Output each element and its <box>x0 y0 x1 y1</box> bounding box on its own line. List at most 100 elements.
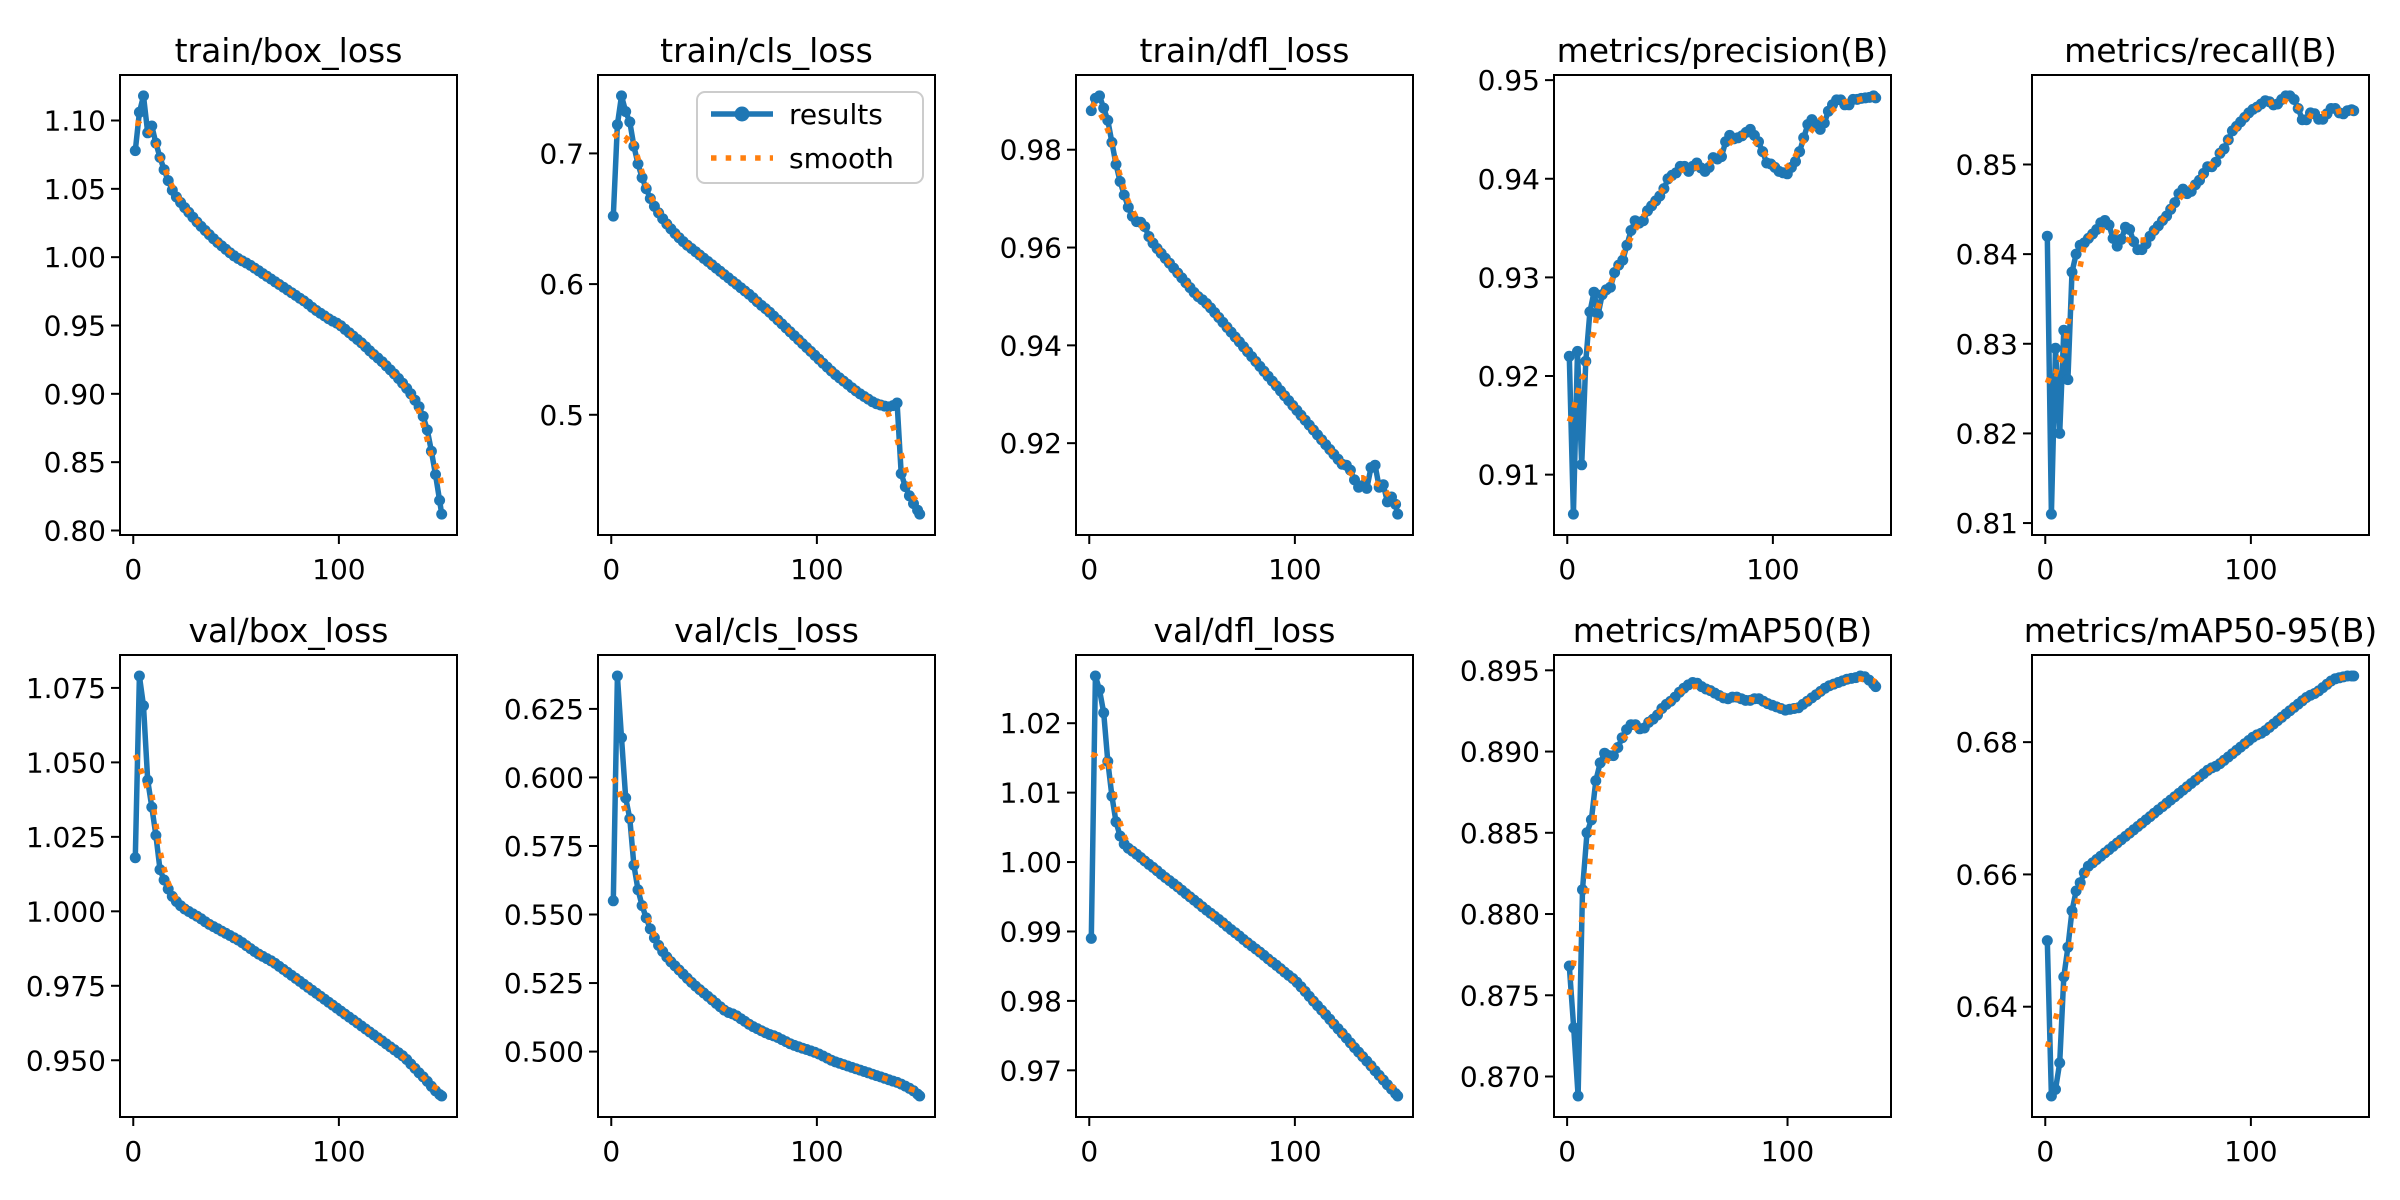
x-tick-label: 100 <box>2224 1135 2277 1168</box>
smooth-line <box>610 776 922 1095</box>
axes-frame <box>597 74 936 536</box>
subplot-title: train/cls_loss <box>660 31 873 70</box>
smooth-line <box>2044 673 2355 1048</box>
y-tick-label: 0.5 <box>539 399 584 432</box>
x-tick-label: 100 <box>1746 553 1799 586</box>
axes-frame <box>1075 74 1414 536</box>
y-tick-label: 0.6 <box>539 268 584 301</box>
subplot-title: train/dfl_loss <box>1140 31 1350 70</box>
subplot-title: train/box_loss <box>175 31 403 70</box>
results-markers <box>129 90 448 520</box>
y-tick-label: 0.575 <box>504 830 584 863</box>
y-tick-label: 0.525 <box>504 967 584 1000</box>
results-line <box>2044 673 2357 1099</box>
y-tick-label: 0.870 <box>1460 1061 1540 1094</box>
results-line <box>2044 93 2357 517</box>
x-tick-label: 0 <box>124 553 142 586</box>
y-tick-label: 0.95 <box>44 309 106 342</box>
y-tick-label: 0.64 <box>1956 991 2018 1024</box>
axes-frame <box>597 654 936 1118</box>
y-tick-label: 0.550 <box>504 899 584 932</box>
results-markers <box>2041 90 2360 520</box>
y-tick-label: 0.92 <box>1000 427 1062 460</box>
x-tick-label: 100 <box>1761 1135 1814 1168</box>
x-tick-label: 0 <box>1080 553 1098 586</box>
subplot-title: val/dfl_loss <box>1153 611 1335 650</box>
axes-frame <box>119 654 458 1118</box>
results-line <box>132 93 445 517</box>
subplot-title: metrics/mAP50(B) <box>1573 611 1873 650</box>
y-tick-label: 0.80 <box>44 514 106 547</box>
smooth-line <box>1566 675 1878 996</box>
smooth-line <box>1089 101 1401 506</box>
subplot-metrics-map50-b: metrics/mAP50(B) 0.870 0.875 0.880 0.885 0.89… <box>1460 611 1892 1168</box>
x-tick-label: 100 <box>790 1135 843 1168</box>
smooth-line <box>132 753 444 1094</box>
x-tick-label: 100 <box>790 553 843 586</box>
y-tick-label: 1.10 <box>44 105 106 138</box>
subplot-metrics-map50-95-b: metrics/mAP50-95(B) 0.64 0.66 0.68 0 100 <box>1956 611 2378 1168</box>
subplot-train-dfl-loss: train/dfl_loss 0.92 0.94 0.96 0.98 0 100 <box>1000 31 1414 586</box>
legend-results-marker <box>734 106 750 122</box>
y-tick-label: 1.050 <box>26 746 106 779</box>
y-tick-label: 1.000 <box>26 895 106 928</box>
y-tick-label: 0.975 <box>26 970 106 1003</box>
axes-frame <box>1553 74 1892 536</box>
results-line <box>1088 93 1401 517</box>
axes-frame <box>1075 654 1414 1118</box>
subplot-val-dfl-loss: val/dfl_loss 0.97 0.98 0.99 1.00 1.01 1.02 0 100 <box>1000 611 1414 1168</box>
smooth-line <box>1090 751 1400 1093</box>
axes-frame <box>2031 74 2370 536</box>
x-tick-label: 100 <box>312 553 365 586</box>
subplot-val-cls-loss: val/cls_loss 0.500 0.525 0.550 0.575 0.600 0.6… <box>504 611 936 1168</box>
results-markers <box>1563 90 1882 520</box>
x-tick-label: 0 <box>1080 1135 1098 1168</box>
subplot-title: metrics/precision(B) <box>1557 31 1889 70</box>
results-line <box>1088 673 1401 1099</box>
results-markers <box>607 670 926 1102</box>
y-tick-label: 0.91 <box>1478 459 1540 492</box>
y-tick-label: 0.66 <box>1956 858 2018 891</box>
y-tick-label: 0.95 <box>1478 64 1540 97</box>
y-tick-label: 0.600 <box>504 761 584 794</box>
y-tick-label: 0.890 <box>1460 736 1540 769</box>
results-markers <box>1085 670 1404 1102</box>
y-tick-label: 0.82 <box>1956 417 2018 450</box>
y-tick-label: 0.625 <box>504 693 584 726</box>
x-tick-label: 100 <box>1268 553 1321 586</box>
x-tick-label: 100 <box>312 1135 365 1168</box>
y-tick-label: 0.94 <box>1478 163 1540 196</box>
y-tick-label: 0.84 <box>1956 238 2018 271</box>
subplot-title: val/box_loss <box>189 611 389 650</box>
y-tick-label: 0.92 <box>1478 360 1540 393</box>
subplot-val-box-loss: val/box_loss 0.950 0.975 1.000 1.025 1.050 1.0… <box>26 611 458 1168</box>
smooth-line <box>134 120 445 486</box>
results-markers <box>129 670 448 1102</box>
subplot-title: metrics/mAP50-95(B) <box>2024 611 2377 650</box>
x-tick-label: 0 <box>602 1135 620 1168</box>
x-tick-label: 0 <box>1558 1135 1576 1168</box>
results-line <box>132 673 445 1099</box>
y-tick-label: 0.895 <box>1460 654 1540 687</box>
subplot-train-cls-loss: train/cls_loss 0.5 0.6 0.7 0 100 results smooth <box>539 31 936 586</box>
y-tick-label: 0.950 <box>26 1044 106 1077</box>
legend: results smooth <box>696 91 924 184</box>
y-tick-label: 0.885 <box>1460 817 1540 850</box>
x-tick-label: 100 <box>1268 1135 1321 1168</box>
y-tick-label: 1.00 <box>1000 846 1062 879</box>
x-tick-label: 0 <box>124 1135 142 1168</box>
y-tick-label: 0.96 <box>1000 232 1062 265</box>
axes-frame <box>119 74 458 536</box>
y-tick-label: 0.85 <box>44 446 106 479</box>
subplot-title: val/cls_loss <box>674 611 859 650</box>
y-tick-label: 0.68 <box>1956 726 2018 759</box>
smooth-line <box>2044 97 2355 385</box>
y-tick-label: 0.880 <box>1460 898 1540 931</box>
y-tick-label: 0.99 <box>1000 915 1062 948</box>
y-tick-label: 0.98 <box>1000 985 1062 1018</box>
axes-frame <box>1553 654 1892 1118</box>
subplot-metrics-precision-b: metrics/precision(B) 0.91 0.92 0.93 0.94 0.95… <box>1478 31 1892 586</box>
results-markers <box>1563 670 1882 1102</box>
y-tick-label: 0.97 <box>1000 1054 1062 1087</box>
